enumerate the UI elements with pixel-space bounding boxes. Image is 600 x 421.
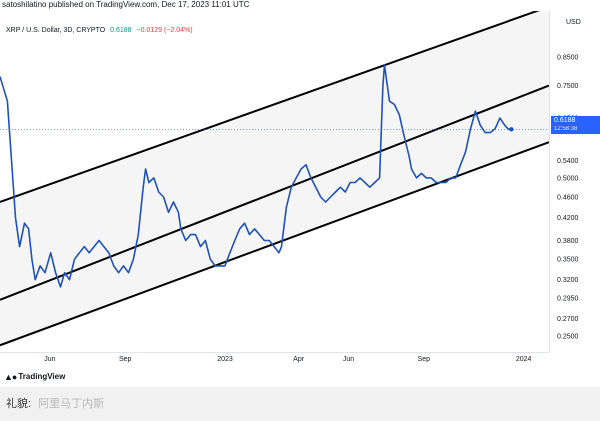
y-tick-label: 0.4200 [557, 215, 579, 222]
last-price-value: 0.6188 [110, 27, 132, 34]
channel-middle-line[interactable] [0, 84, 549, 301]
tradingview-logo[interactable]: ▲● TradingView [4, 371, 65, 383]
symbol-legend: XRP / U.S. Dollar, 3D, CRYPTO 0.6188 −0.… [6, 26, 193, 35]
channel-fill [0, 11, 549, 346]
last-price-point [509, 127, 514, 132]
y-tick-label: 0.2500 [557, 333, 579, 340]
y-tick-label: 0.3200 [557, 277, 579, 284]
y-tick-label: 0.2950 [557, 296, 579, 303]
last-price-tag: 0.6188 12:58:38 [551, 116, 600, 134]
x-tick-label: Jun [343, 356, 354, 363]
y-tick-label: 0.7500 [557, 83, 579, 90]
price-tag-value: 0.6188 [554, 117, 576, 124]
x-tick-label: 2023 [217, 356, 233, 363]
price-change-value: −0.0129 (−2.04%) [136, 27, 193, 34]
y-tick-label: 0.8500 [557, 54, 579, 61]
chart-area[interactable]: USD 0.2500 0.2700 0.2950 0.3200 0.3500 0.3800… [0, 11, 600, 367]
x-tick-label: Sep [119, 356, 132, 363]
credit-label: 礼貌: [6, 398, 32, 410]
y-tick-label: 0.3500 [557, 257, 579, 264]
y-axis[interactable]: 0.2500 0.2700 0.2950 0.3200 0.3500 0.3800 0.42… [557, 54, 579, 340]
currency-label: USD [566, 19, 581, 26]
tradingview-logo-text: TradingView [18, 372, 66, 381]
channel-upper-line[interactable] [0, 11, 549, 203]
x-tick-label: 2024 [516, 356, 532, 363]
bar-countdown: 12:58:38 [554, 126, 578, 132]
credit-footer: 礼貌: 阿里马丁内斯 [0, 387, 600, 421]
y-tick-label: 0.4600 [557, 194, 579, 201]
x-tick-label: Sep [418, 356, 431, 363]
credit-author: 阿里马丁内斯 [38, 398, 105, 410]
x-tick-label: Jun [44, 356, 55, 363]
y-tick-label: 0.5000 [557, 175, 579, 182]
y-tick-label: 0.5400 [557, 158, 579, 165]
symbol-label: XRP / U.S. Dollar, 3D, CRYPTO [6, 27, 106, 34]
y-tick-label: 0.2700 [557, 316, 579, 323]
regression-channel [0, 11, 549, 347]
channel-lower-line[interactable] [0, 141, 549, 347]
price-chart[interactable]: USD 0.2500 0.2700 0.2950 0.3200 0.3500 0.3800… [0, 11, 600, 367]
y-tick-label: 0.3800 [557, 238, 579, 245]
price-line[interactable] [0, 64, 512, 288]
tradingview-logo-icon: ▲● [4, 372, 17, 382]
x-axis[interactable]: Jun Sep 2023 Apr Jun Sep 2024 [44, 356, 531, 363]
x-tick-label: Apr [293, 356, 305, 363]
xrp-price-series [0, 64, 514, 288]
publication-header: satoshilatino published on TradingView.c… [2, 0, 250, 9]
